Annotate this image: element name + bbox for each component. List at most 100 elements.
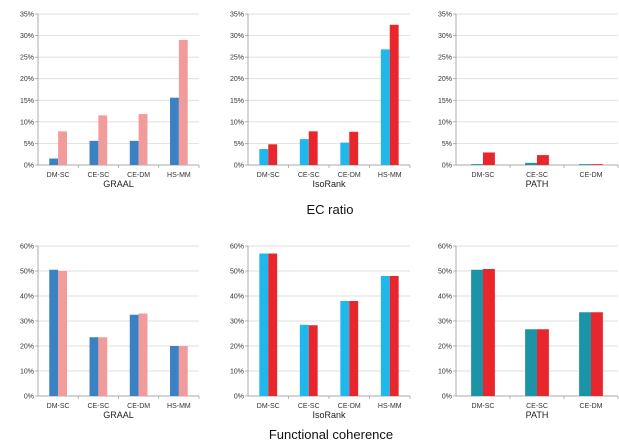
bar-r1c1-dm-sc-s0 xyxy=(259,253,269,396)
y-tick-label-r1c2-3: 30% xyxy=(438,319,452,326)
x-tick-label-r0c2-2: CE-DM xyxy=(580,172,603,179)
row-title-ec-ratio: EC ratio xyxy=(307,202,354,217)
y-tick-label-r1c1-1: 10% xyxy=(230,369,244,376)
bar-r0c1-ce-sc-s0 xyxy=(299,139,309,165)
bar-r0c1-ce-dm-s1 xyxy=(349,131,359,165)
bar-r0c2-ce-dm-s1 xyxy=(591,164,603,165)
y-tick-label-r0c0-4: 20% xyxy=(20,76,34,83)
y-tick-label-r1c1-2: 20% xyxy=(230,344,244,351)
x-axis-label-r0c2: PATH xyxy=(526,179,549,189)
x-tick-label-r1c1-3: HS-MM xyxy=(378,403,402,410)
x-tick-label-r0c0-2: CE-DM xyxy=(127,172,150,179)
y-tick-label-r1c1-0: 0% xyxy=(234,394,244,401)
bar-r1c1-ce-sc-s1 xyxy=(308,325,318,396)
bar-r1c1-ce-sc-s0 xyxy=(299,324,309,396)
x-tick-label-r1c2-1: CE-SC xyxy=(526,403,548,410)
x-tick-label-r1c0-2: CE-DM xyxy=(127,403,150,410)
bar-r0c0-ce-dm-s1 xyxy=(138,114,148,165)
x-axis-label-r0c0: GRAAL xyxy=(103,179,134,189)
bar-r1c2-dm-sc-s1 xyxy=(483,269,495,396)
y-tick-label-r1c2-6: 60% xyxy=(438,244,452,251)
bar-r0c0-ce-dm-s0 xyxy=(129,140,139,165)
y-tick-label-r0c2-5: 25% xyxy=(438,55,452,62)
y-tick-label-r0c2-6: 30% xyxy=(438,33,452,40)
bar-r0c0-dm-sc-s0 xyxy=(49,158,59,165)
y-tick-label-r0c1-2: 10% xyxy=(230,119,244,126)
bar-r1c0-ce-sc-s1 xyxy=(98,337,108,396)
bar-r0c1-dm-sc-s0 xyxy=(259,149,269,165)
x-tick-label-r1c2-0: DM-SC xyxy=(472,403,495,410)
bar-r1c1-dm-sc-s1 xyxy=(268,253,278,396)
bar-r0c0-dm-sc-s1 xyxy=(58,131,67,165)
y-tick-label-r0c1-3: 15% xyxy=(230,98,244,105)
bar-r0c1-hs-mm-s0 xyxy=(380,49,390,165)
bar-r1c1-hs-mm-s1 xyxy=(389,276,399,396)
x-tick-label-r0c0-1: CE-SC xyxy=(87,172,109,179)
x-tick-label-r0c0-0: DM-SC xyxy=(47,172,70,179)
x-axis-label-r1c2: PATH xyxy=(526,410,549,420)
y-tick-label-r0c1-6: 30% xyxy=(230,33,244,40)
x-axis-label-r0c1: IsoRank xyxy=(312,179,346,189)
x-axis-label-r1c0: GRAAL xyxy=(103,410,134,420)
y-tick-label-r1c2-2: 20% xyxy=(438,344,452,351)
y-tick-label-r0c2-2: 10% xyxy=(438,119,452,126)
y-tick-label-r1c1-5: 50% xyxy=(230,269,244,276)
y-tick-label-r1c0-1: 10% xyxy=(20,369,34,376)
y-tick-label-r0c0-5: 25% xyxy=(20,55,34,62)
bar-r1c2-ce-dm-s0 xyxy=(579,312,591,396)
x-tick-label-r0c2-0: DM-SC xyxy=(472,172,495,179)
x-tick-label-r1c0-0: DM-SC xyxy=(47,403,70,410)
x-tick-label-r0c1-0: DM-SC xyxy=(257,172,280,179)
x-tick-label-r1c0-3: HS-MM xyxy=(167,403,191,410)
bar-r1c0-ce-sc-s0 xyxy=(89,337,99,396)
bar-r1c2-ce-dm-s1 xyxy=(591,312,603,396)
x-axis-label-r1c1: IsoRank xyxy=(312,410,346,420)
y-tick-label-r1c0-2: 20% xyxy=(20,344,34,351)
bar-r1c1-hs-mm-s0 xyxy=(380,276,390,396)
row-title-functional-coherence: Functional coherence xyxy=(269,427,393,442)
bar-r1c2-ce-sc-s1 xyxy=(537,329,549,396)
y-tick-label-r1c0-3: 30% xyxy=(20,319,34,326)
x-tick-label-r0c1-1: CE-SC xyxy=(298,172,320,179)
bar-r0c0-ce-sc-s0 xyxy=(89,140,99,165)
bar-r1c1-ce-dm-s1 xyxy=(349,301,359,396)
y-tick-label-r0c1-4: 20% xyxy=(230,76,244,83)
y-tick-label-r0c0-2: 10% xyxy=(20,119,34,126)
bar-r0c2-ce-sc-s1 xyxy=(537,155,549,165)
x-tick-label-r0c2-1: CE-SC xyxy=(526,172,548,179)
y-tick-label-r0c0-6: 30% xyxy=(20,33,34,40)
y-tick-label-r1c2-0: 0% xyxy=(442,394,452,401)
x-tick-label-r1c1-1: CE-SC xyxy=(298,403,320,410)
x-tick-label-r0c0-3: HS-MM xyxy=(167,172,191,179)
bar-r1c1-ce-dm-s0 xyxy=(340,301,350,396)
y-tick-label-r1c0-4: 40% xyxy=(20,294,34,301)
bar-r0c2-ce-dm-s0 xyxy=(579,164,591,165)
bar-r1c2-dm-sc-s0 xyxy=(471,269,483,396)
y-tick-label-r0c0-7: 35% xyxy=(20,12,34,19)
x-tick-label-r1c2-2: CE-DM xyxy=(580,403,603,410)
bar-r0c0-hs-mm-s0 xyxy=(170,97,179,165)
bar-r1c0-dm-sc-s1 xyxy=(58,271,67,396)
y-tick-label-r0c2-0: 0% xyxy=(442,163,452,170)
bar-r0c2-dm-sc-s0 xyxy=(471,164,483,165)
y-tick-label-r0c1-1: 5% xyxy=(234,141,244,148)
y-tick-label-r1c2-4: 40% xyxy=(438,294,452,301)
y-tick-label-r0c1-7: 35% xyxy=(230,12,244,19)
x-tick-label-r0c1-2: CE-DM xyxy=(338,172,361,179)
x-tick-label-r0c1-3: HS-MM xyxy=(378,172,402,179)
bar-r0c0-hs-mm-s1 xyxy=(178,39,188,166)
bar-r0c2-ce-sc-s0 xyxy=(525,162,537,165)
y-tick-label-r1c2-1: 10% xyxy=(438,369,452,376)
y-tick-label-r1c1-6: 60% xyxy=(230,244,244,251)
x-tick-label-r1c0-1: CE-SC xyxy=(87,403,109,410)
y-tick-label-r0c2-3: 15% xyxy=(438,98,452,105)
x-tick-label-r1c1-2: CE-DM xyxy=(338,403,361,410)
y-tick-label-r1c0-5: 50% xyxy=(20,269,34,276)
bar-r0c1-hs-mm-s1 xyxy=(389,24,399,165)
bar-r0c1-ce-sc-s1 xyxy=(308,131,318,165)
y-tick-label-r0c0-0: 0% xyxy=(24,163,34,170)
y-tick-label-r0c1-5: 25% xyxy=(230,55,244,62)
y-tick-label-r1c0-6: 60% xyxy=(20,244,34,251)
bar-r0c2-dm-sc-s1 xyxy=(483,152,495,165)
